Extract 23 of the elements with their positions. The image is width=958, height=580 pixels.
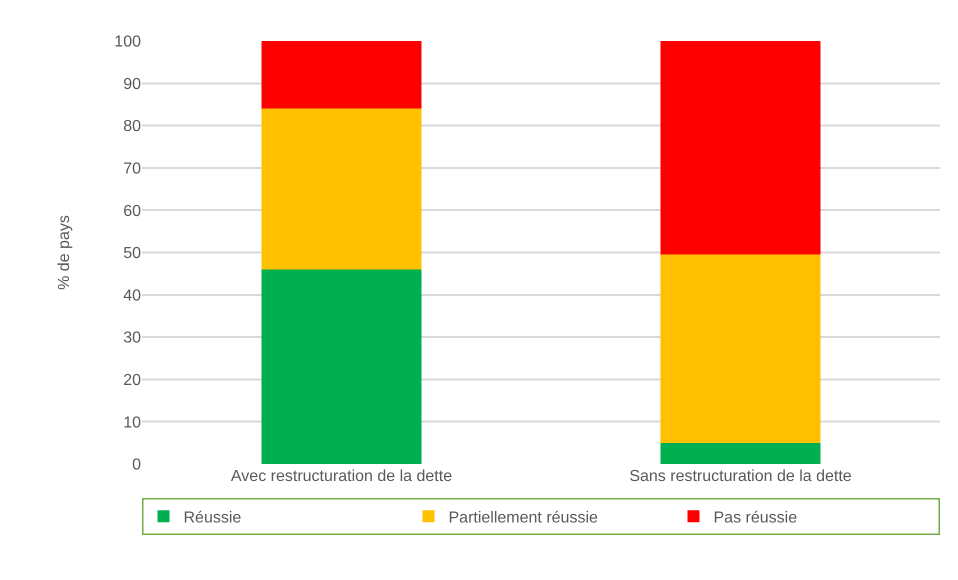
y-tick-label: 60: [123, 202, 142, 220]
bar: [660, 254, 820, 443]
y-tick-label: 90: [123, 76, 142, 93]
y-tick-label: 50: [123, 245, 142, 262]
y-tick-label: 0: [132, 456, 142, 474]
bar: [262, 269, 422, 464]
bar: [660, 442, 820, 464]
y-tick-label: 10: [123, 414, 142, 432]
legend-label: Réussie: [184, 509, 242, 526]
bar: [262, 41, 422, 109]
legend-label: Pas réussie: [714, 509, 798, 526]
legend-label: Partiellement réussie: [448, 509, 598, 526]
y-tick-label: 30: [123, 330, 142, 347]
y-tick-label: 40: [123, 287, 142, 304]
y-tick-label: 20: [123, 372, 142, 389]
x-tick-label: Sans restructuration de la dette: [629, 468, 852, 485]
bar: [262, 108, 422, 270]
y-axis-title: % de pays: [56, 215, 74, 290]
x-tick-label: Avec restructuration de la dette: [230, 468, 452, 485]
bar: [660, 41, 820, 255]
y-tick-label: 70: [123, 160, 142, 178]
y-tick-label: 80: [123, 118, 142, 136]
y-tick-label: 100: [114, 34, 142, 51]
